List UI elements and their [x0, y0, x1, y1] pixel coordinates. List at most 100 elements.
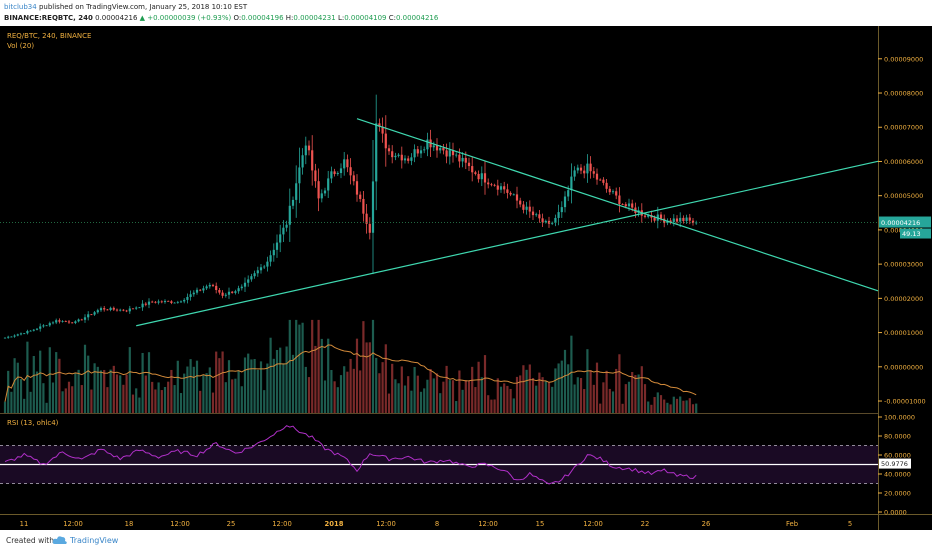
candle-body [688, 217, 691, 221]
tradingview-brand-link[interactable]: TradingView [70, 536, 119, 545]
volume-ma-line [4, 344, 697, 402]
volume-bar [679, 396, 682, 413]
volume-bar [426, 379, 429, 413]
volume-bar [247, 353, 250, 413]
volume-bar [631, 372, 634, 413]
volume-bar [442, 381, 445, 413]
volume-bar [458, 370, 461, 413]
volume-bar [96, 366, 99, 413]
volume-bar [480, 377, 483, 413]
candle-body [192, 292, 195, 295]
candle-body [135, 307, 138, 309]
candle-body [125, 310, 128, 312]
time-tick-label: 12:00 [376, 520, 396, 528]
candle-body [74, 321, 77, 324]
candle-body [93, 312, 96, 315]
volume-bar [410, 390, 413, 413]
candle-body [362, 198, 365, 214]
volume-bar [211, 392, 215, 413]
candle-body [631, 203, 634, 208]
time-tick-label: 26 [702, 520, 711, 528]
candle-body [583, 170, 586, 174]
volume-bar [320, 338, 323, 413]
candle-body [531, 211, 535, 216]
price-tick-label: -0.00001000 [884, 398, 926, 406]
low-label: L: [337, 14, 345, 22]
candle-body [327, 178, 330, 191]
rsi-tick-label: 40.0000 [884, 471, 911, 479]
candle-body [679, 217, 682, 222]
volume-bar [51, 382, 55, 413]
candle-body [35, 328, 39, 330]
candle-body [442, 148, 445, 151]
author-link[interactable]: bitclub34 [4, 3, 37, 11]
volume-bar [368, 342, 371, 413]
volume-bar [119, 375, 122, 413]
time-tick-label: 12:00 [583, 520, 603, 528]
candle-body [432, 145, 435, 148]
volume-bar [253, 359, 256, 413]
volume-bar [103, 369, 106, 413]
candle-body [576, 167, 579, 171]
rsi-line [4, 425, 697, 485]
volume-bar [227, 360, 231, 413]
candle-body [627, 203, 631, 207]
volume-bar [288, 319, 291, 413]
volume-bar [32, 356, 35, 413]
chart-area[interactable]: 0.00009000 0.00008000 0.00007000 0.00006000… [0, 26, 932, 530]
candle-body [311, 150, 314, 171]
candle-body [480, 173, 483, 180]
time-tick-label: 25 [227, 520, 236, 528]
volume-bar [106, 387, 109, 413]
volume-bar [503, 383, 506, 413]
volume-bar [13, 358, 16, 413]
candle-body [80, 319, 83, 321]
candle-body [243, 282, 247, 287]
candle-body [669, 220, 672, 222]
volume-bar [231, 379, 234, 413]
volume-bar [147, 352, 151, 413]
candle-body [32, 329, 35, 331]
volume-bar [67, 381, 71, 413]
chart-canvas[interactable]: 0.00009000 0.00008000 0.00007000 0.00006000… [0, 26, 932, 530]
main-legend: REQ/BTC, 240, BINANCE [7, 32, 91, 40]
candle-body [400, 154, 403, 161]
volume-bar [599, 403, 602, 413]
volume-bar [167, 381, 170, 413]
candle-body [375, 123, 378, 182]
volume-bar [74, 372, 77, 413]
candle-body [672, 218, 675, 222]
volume-bar [58, 358, 61, 413]
volume-bar [16, 362, 19, 413]
volume-bar [224, 382, 227, 413]
candle-body [343, 159, 346, 169]
rsi-tick-label: 100.0000 [884, 414, 915, 422]
volume-bar [583, 389, 586, 413]
candle-body [234, 291, 237, 293]
candle-body [474, 172, 477, 174]
candle-body [387, 148, 391, 152]
volume-bar [589, 370, 592, 413]
time-tick-label: 2018 [325, 520, 344, 528]
candle-body [122, 309, 125, 311]
candle-body [439, 148, 442, 151]
candle-body [189, 294, 192, 297]
volume-bar [125, 374, 128, 413]
volume-bar [23, 398, 26, 413]
volume-bar [525, 369, 528, 413]
volume-bar [595, 362, 599, 413]
candle-body [272, 249, 275, 256]
candle-body [615, 191, 618, 196]
price-tick-label: 0.00005000 [884, 192, 923, 200]
candle-body [173, 302, 176, 304]
volume-bar [413, 366, 416, 413]
volume-bar [573, 384, 576, 413]
candle-body [176, 301, 179, 303]
candle-body [455, 154, 458, 156]
volume-bar [343, 366, 346, 413]
candle-body [231, 291, 234, 293]
volume-bar [202, 375, 205, 413]
candle-body [205, 286, 208, 289]
candle-body [493, 184, 496, 186]
candle-body [586, 163, 589, 174]
